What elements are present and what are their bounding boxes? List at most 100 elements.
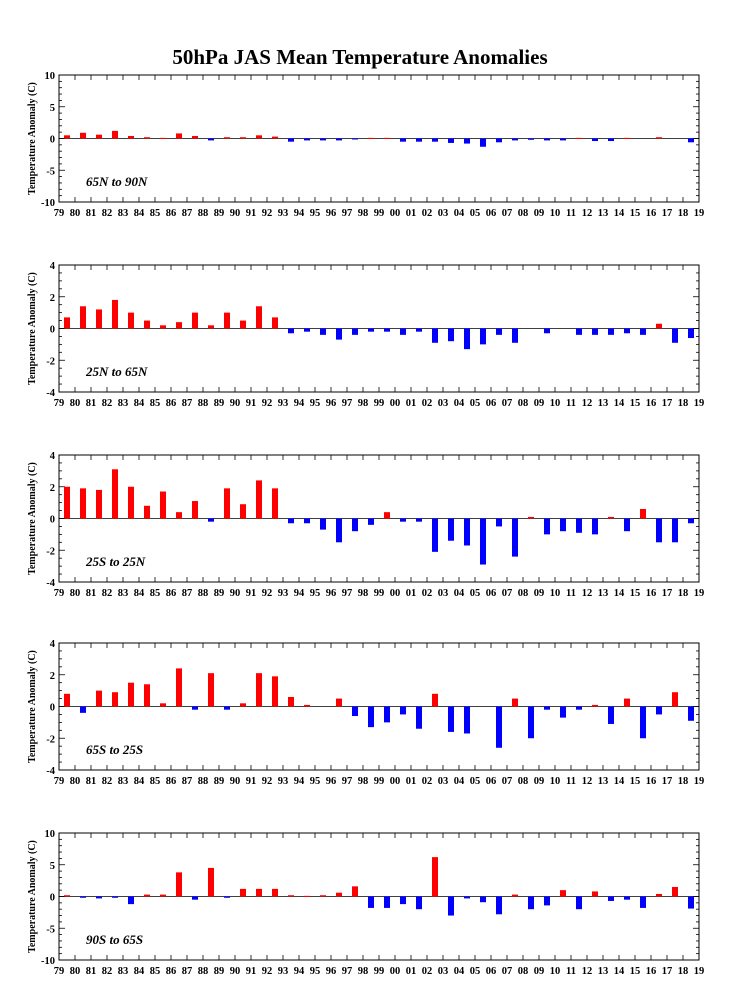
x-tick-label: 94: [294, 776, 305, 787]
bar-1988: [208, 867, 214, 897]
bar-2003: [448, 138, 454, 143]
x-tick-label: 03: [438, 398, 449, 409]
bar-1981: [96, 896, 102, 899]
x-tick-label: 07: [502, 776, 513, 787]
bar-1998: [368, 896, 374, 908]
bar-2000: [400, 896, 406, 905]
bar-1991: [256, 480, 262, 519]
x-tick-label: 87: [182, 776, 193, 787]
x-tick-label: 17: [662, 966, 673, 977]
bar-2001: [416, 706, 422, 729]
x-tick-label: 17: [662, 398, 673, 409]
x-tick-label: 98: [358, 966, 369, 977]
bar-1985: [160, 137, 166, 139]
x-tick-label: 06: [486, 208, 497, 219]
region-label: 25N to 65N: [85, 364, 148, 379]
y-tick-label: 5: [50, 103, 55, 114]
bar-2012: [592, 704, 598, 707]
x-tick-label: 95: [310, 776, 321, 787]
y-tick-label: -2: [46, 734, 55, 745]
x-tick-label: 82: [102, 588, 113, 599]
bar-1999: [384, 512, 390, 519]
x-tick-label: 17: [662, 588, 673, 599]
x-tick-label: 13: [598, 398, 609, 409]
bar-1979: [64, 317, 70, 329]
bar-1989: [224, 706, 230, 710]
bar-1985: [160, 703, 166, 707]
bar-1988: [208, 673, 214, 707]
x-tick-label: 83: [118, 208, 129, 219]
bar-1984: [144, 684, 150, 707]
x-tick-label: 90: [230, 208, 241, 219]
x-tick-label: 11: [566, 398, 576, 409]
bar-1999: [384, 328, 390, 332]
x-tick-label: 90: [230, 966, 241, 977]
y-axis-label: Temperature Anomaly (C): [27, 462, 38, 575]
x-tick-label: 79: [54, 966, 65, 977]
bar-1990: [240, 320, 246, 329]
y-axis-label: Temperature Anomaly (C): [27, 650, 38, 763]
x-tick-label: 03: [438, 588, 449, 599]
bar-2011: [576, 706, 582, 710]
x-tick-label: 97: [342, 588, 353, 599]
bar-2009: [544, 706, 550, 710]
bar-1979: [64, 486, 70, 519]
bar-2005: [480, 518, 486, 565]
y-tick-label: 10: [45, 71, 56, 82]
x-tick-label: 99: [374, 588, 385, 599]
x-tick-label: 16: [646, 776, 657, 787]
x-tick-label: 89: [214, 966, 225, 977]
bar-2005: [480, 896, 486, 903]
bar-2006: [496, 518, 502, 527]
bar-2017: [672, 518, 678, 543]
bar-2002: [432, 518, 438, 552]
x-tick-label: 86: [166, 208, 177, 219]
x-tick-label: 98: [358, 398, 369, 409]
x-tick-label: 19: [694, 588, 705, 599]
x-tick-label: 02: [422, 776, 433, 787]
bar-2018: [688, 706, 694, 721]
bar-1984: [144, 137, 150, 139]
x-tick-label: 05: [470, 398, 481, 409]
bar-1998: [368, 706, 374, 728]
y-tick-label: -5: [46, 166, 55, 177]
bar-1983: [128, 135, 134, 139]
bar-1993: [288, 518, 294, 524]
x-tick-label: 08: [518, 776, 529, 787]
bar-2006: [496, 138, 502, 143]
bar-1982: [112, 896, 118, 898]
bar-1994: [304, 895, 310, 897]
x-tick-label: 12: [582, 588, 593, 599]
bar-2005: [480, 328, 486, 345]
y-tick-label: -10: [41, 198, 55, 209]
bar-2000: [400, 706, 406, 715]
bar-1992: [272, 888, 278, 897]
y-axis-label: Temperature Anomaly (C): [27, 272, 38, 385]
x-tick-label: 89: [214, 588, 225, 599]
bar-2012: [592, 518, 598, 535]
bar-2014: [624, 328, 630, 334]
bar-1980: [80, 132, 86, 139]
bar-1985: [160, 894, 166, 897]
x-tick-label: 18: [678, 398, 689, 409]
x-tick-label: 79: [54, 588, 65, 599]
x-tick-label: 86: [166, 966, 177, 977]
bar-1986: [176, 512, 182, 519]
x-tick-label: 00: [390, 208, 401, 219]
x-tick-label: 09: [534, 966, 545, 977]
y-tick-label: 2: [50, 483, 55, 494]
bar-2009: [544, 328, 550, 334]
x-tick-label: 88: [198, 398, 209, 409]
x-tick-label: 83: [118, 398, 129, 409]
bar-1998: [368, 137, 374, 139]
bar-2008: [528, 896, 534, 910]
bar-2010: [560, 518, 566, 532]
x-tick-label: 10: [550, 776, 561, 787]
x-tick-label: 07: [502, 966, 513, 977]
x-tick-label: 79: [54, 776, 65, 787]
x-tick-label: 13: [598, 776, 609, 787]
x-tick-label: 97: [342, 966, 353, 977]
bar-2001: [416, 138, 422, 142]
bar-1996: [336, 892, 342, 897]
x-tick-label: 84: [134, 776, 145, 787]
